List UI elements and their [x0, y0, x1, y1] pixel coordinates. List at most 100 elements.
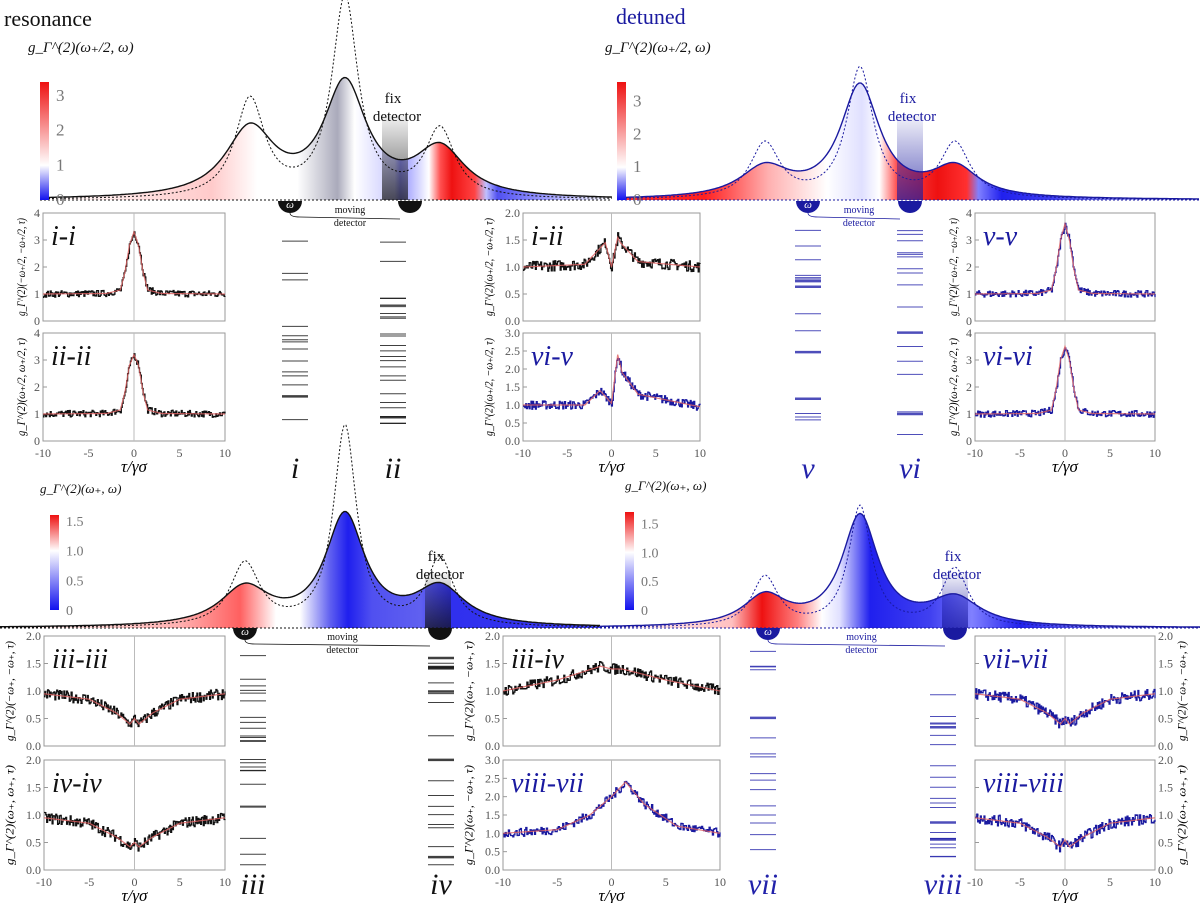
level-label: iii — [240, 868, 265, 901]
y-tick-label: 0 — [34, 434, 40, 448]
y-tick-label: 0.5 — [26, 836, 41, 850]
level-diagram-i: i — [282, 240, 308, 485]
colorbar-label: g_Γ^(2)(ω₊/2, ω) — [605, 40, 711, 56]
y-tick-label: 2 — [34, 380, 40, 394]
y-tick-label: 4 — [34, 206, 40, 220]
x-tick-label: 0 — [1062, 446, 1068, 460]
x-tick-label: -5 — [552, 875, 562, 889]
colorbar-label: g_Γ^(2)(ω₊/2, ω) — [28, 40, 134, 56]
level-diagram-ii: ii — [380, 241, 406, 485]
colorbar-tick: 0.5 — [641, 575, 659, 590]
spectrum-dotted-line — [616, 66, 1199, 200]
fit-curve — [974, 817, 1156, 848]
y-tick-label: 0 — [966, 434, 972, 448]
colorbar-tick: 2 — [633, 124, 642, 143]
y-tick-label: 2.0 — [485, 790, 500, 804]
moving-label: moving — [844, 205, 875, 216]
fix-label: fix — [428, 549, 445, 565]
y-axis-label: g_Γ^(2)(ω₊/2, −ω₊/2, τ) — [481, 218, 495, 316]
y-tick-label: 3.0 — [505, 326, 520, 340]
y-tick-label: 0.5 — [485, 712, 500, 726]
fix-detector-band — [942, 573, 968, 628]
panel-i-i: 0 1 2 3 4 g_Γ^(2)(−ω₊/2, −ω₊/2, τ) i-i — [14, 206, 226, 328]
fit-curve — [502, 665, 721, 692]
spectrum-top-right: fix detector 0 1 2 3 g_Γ^(2)(ω₊/2, ω) ω moving de… — [605, 40, 1200, 229]
panel-vii-vii: 0.0 0.5 1.0 1.5 2.0 g_Γ^(2)(−ω₊, −ω₊, τ) vii-v… — [974, 629, 1189, 753]
level-label: i — [291, 452, 299, 485]
y-tick-label: 0.5 — [485, 845, 500, 859]
y-tick-label: 3 — [966, 353, 972, 367]
moving-label: moving — [846, 632, 877, 643]
fit-curve — [43, 693, 226, 725]
x-tick-label: 0 — [131, 446, 137, 460]
colorbar-tick: 3 — [633, 92, 642, 111]
spectrum-fill — [617, 83, 1200, 200]
title-detuned: detuned — [616, 4, 686, 29]
y-tick-label: 0.5 — [505, 416, 520, 430]
fit-curve — [43, 353, 225, 415]
colorbar — [50, 515, 59, 610]
x-tick-label: 10 — [1149, 446, 1161, 460]
x-tick-label: 10 — [714, 875, 726, 889]
fix-label: fix — [385, 91, 402, 107]
colorbar — [625, 512, 634, 610]
panel-label: vi-v — [531, 341, 574, 372]
level-label: v — [801, 452, 815, 485]
moving-label: detector — [845, 645, 878, 656]
colorbar-tick: 0 — [633, 190, 642, 209]
colorbar — [40, 82, 49, 200]
level-diagram-viii: viii — [924, 694, 962, 901]
moving-label: detector — [334, 218, 367, 229]
omega-symbol: ω — [804, 199, 812, 211]
y-tick-label: 1.5 — [1158, 657, 1173, 671]
panel-label: i-i — [51, 221, 76, 252]
panel-iii-iii: 0.0 0.5 1.0 1.5 2.0 g_Γ^(2)(−ω₊, −ω₊, τ) iii-i… — [2, 629, 226, 753]
spectrum-fill — [40, 77, 612, 200]
x-tick-label: 5 — [177, 446, 183, 460]
spectrum-dotted-line — [40, 0, 612, 200]
y-tick-label: 1.0 — [485, 684, 500, 698]
level-diagram-iv: iv — [428, 656, 454, 901]
y-tick-label: 0.0 — [505, 314, 520, 328]
y-tick-label: 1.5 — [1158, 781, 1173, 795]
spectrum-top-left: fix detector 0 1 2 3 g_Γ^(2)(ω₊/2, ω) ω moving de… — [28, 0, 613, 229]
fix-detector-band — [425, 573, 451, 628]
panel-label: iv-iv — [52, 768, 102, 799]
y-tick-label: 0.5 — [1158, 836, 1173, 850]
spectrum-line — [600, 512, 1200, 628]
panel-label: viii-viii — [983, 768, 1064, 799]
y-tick-label: 4 — [966, 326, 972, 340]
spectrum-bottom-right: fix detector 0 0.5 1.0 1.5 g_Γ^(2)(ω₊, ω) ω movi… — [600, 478, 1200, 656]
omega-symbol: ω — [241, 626, 249, 638]
fit-curve — [43, 230, 225, 295]
y-tick-label: 2.5 — [505, 344, 520, 358]
colorbar-tick: 0 — [66, 604, 73, 619]
fix-detector-band — [897, 115, 923, 200]
y-tick-label: 3 — [966, 233, 972, 247]
panel-viii-vii: 0.0 0.5 1.0 1.5 2.0 2.5 3.0 -10 -5 0 5 10 τ/γσ g_Γ^(2… — [461, 753, 726, 903]
omega-symbol: ω — [286, 199, 294, 211]
y-tick-label: 3.0 — [485, 753, 500, 767]
x-tick-label: 0 — [132, 875, 138, 889]
spectrum-fill — [600, 513, 1200, 628]
panel-iii-iv: 0.0 0.5 1.0 1.5 2.0 g_Γ^(2)(ω₊, −ω₊, τ) iii-iv — [461, 629, 721, 753]
y-axis-label: g_Γ^(2)(ω₊, ω₊, τ) — [1175, 765, 1189, 865]
panel-label: iii-iii — [52, 644, 108, 675]
panel-iv-iv: 0.0 0.5 1.0 1.5 2.0 -10 -5 0 5 10 τ/γσ g_Γ^(2)(ω₊, … — [2, 753, 231, 903]
y-tick-label: 2.0 — [26, 629, 41, 643]
colorbar-tick: 3 — [56, 86, 65, 105]
x-tick-label: -10 — [36, 875, 52, 889]
level-diagram-v: v — [795, 229, 821, 485]
x-tick-label: -10 — [515, 446, 531, 460]
x-axis-label: τ/γσ — [599, 886, 626, 903]
y-tick-label: 1.0 — [505, 398, 520, 412]
moving-detector-icon — [278, 201, 302, 213]
y-tick-label: 0.0 — [26, 863, 41, 877]
moving-detector-icon — [756, 628, 780, 640]
y-tick-label: 2 — [966, 380, 972, 394]
panel-vi-v: 0.0 0.5 1.0 1.5 2.0 2.5 3.0 -10 -5 0 5 10 τ/γσ g_Γ^(2… — [481, 326, 706, 476]
y-tick-label: 2.0 — [1158, 753, 1173, 767]
fix-detector-icon — [943, 628, 967, 640]
panel-label: vii-vii — [983, 644, 1048, 675]
y-tick-label: 0.5 — [1158, 712, 1173, 726]
